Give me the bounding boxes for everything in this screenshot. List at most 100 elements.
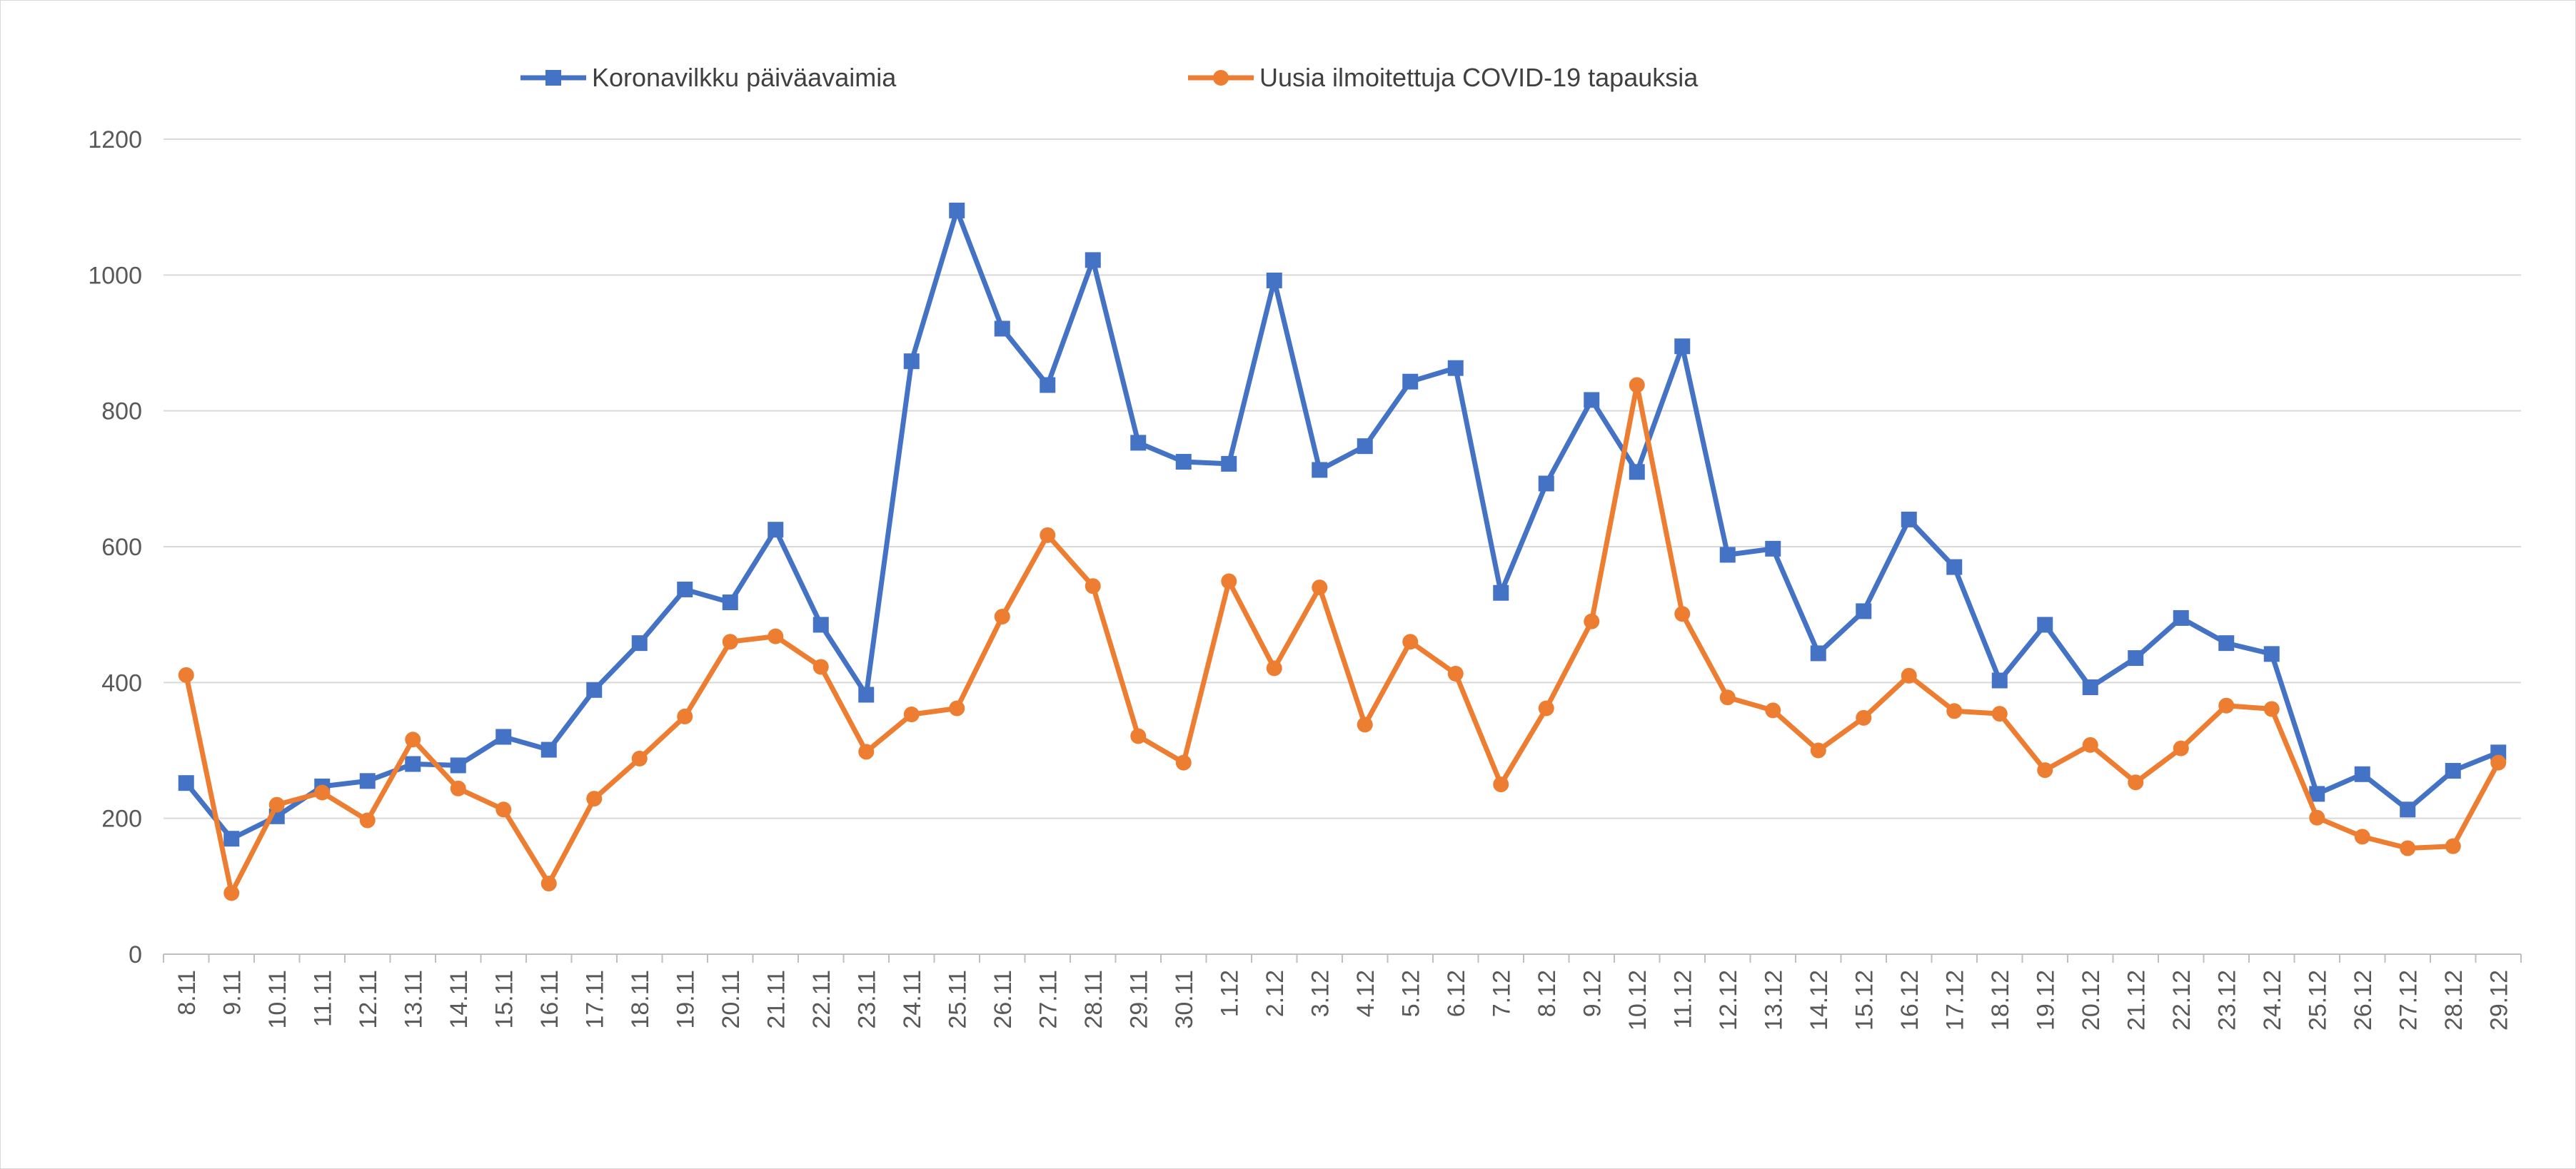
data-point [1765, 540, 1781, 557]
data-point [2082, 737, 2098, 753]
data-point [1221, 573, 1237, 589]
x-tick-label: 22.12 [2168, 970, 2195, 1031]
y-tick-label: 600 [101, 534, 142, 561]
data-point [268, 796, 285, 813]
data-point [1991, 706, 2008, 722]
data-point [949, 700, 965, 717]
data-point [1674, 338, 1691, 355]
x-tick-label: 26.11 [990, 970, 1017, 1029]
data-point [2037, 617, 2053, 633]
y-axis: 0 200 400 600 800 1000 1200 [88, 126, 142, 968]
data-point [903, 353, 920, 370]
data-point [1765, 702, 1781, 719]
x-tick-label: 11.12 [1669, 970, 1696, 1029]
data-point [2218, 697, 2235, 714]
legend-label: Koronavilkku päiväavaimia [592, 63, 897, 92]
data-point [540, 876, 557, 892]
data-point [1901, 667, 1917, 684]
x-tick-label: 18.12 [1987, 970, 2014, 1031]
data-point [1810, 645, 1826, 662]
data-point [903, 707, 920, 723]
x-tick-label: 14.12 [1806, 970, 1833, 1031]
data-point [2309, 786, 2325, 802]
x-tick-label: 8.11 [173, 970, 201, 1016]
legend-item: Uusia ilmoitettuja COVID-19 tapauksia [1188, 63, 1699, 92]
data-point [1538, 700, 1554, 717]
gridlines [163, 138, 2521, 819]
data-point [2309, 809, 2325, 826]
x-tick-label: 27.12 [2395, 970, 2422, 1031]
data-point [1312, 580, 1328, 596]
data-point [1946, 559, 1963, 575]
x-tick-label: 12.11 [355, 970, 382, 1029]
x-tick-label: 20.12 [2078, 970, 2105, 1031]
data-point [223, 831, 240, 847]
data-point [1175, 454, 1192, 470]
x-tick-label: 29.12 [2485, 970, 2512, 1031]
x-tick-label: 15.12 [1851, 970, 1878, 1031]
data-point [1130, 728, 1147, 744]
data-point [1402, 634, 1419, 650]
series-group [178, 202, 2507, 901]
data-point [2128, 650, 2144, 667]
x-tick-label: 17.11 [581, 970, 608, 1029]
data-point [1629, 464, 1645, 480]
data-point [1447, 360, 1464, 376]
data-point [768, 522, 784, 538]
series-1 [178, 202, 2507, 847]
data-point [450, 757, 466, 774]
data-point [1493, 776, 1509, 793]
x-tick-label: 20.11 [718, 970, 745, 1029]
x-tick-label: 23.11 [853, 970, 880, 1029]
x-tick-label: 25.12 [2304, 970, 2331, 1031]
data-point [1357, 438, 1373, 455]
legend-marker [545, 70, 561, 86]
data-point [1856, 603, 1872, 619]
data-point [1266, 272, 1282, 288]
data-point [858, 744, 875, 760]
data-point [1357, 717, 1373, 733]
x-tick-label: 1.12 [1216, 970, 1243, 1017]
data-point [2218, 635, 2235, 652]
data-point [858, 687, 875, 703]
x-tick-label: 24.12 [2259, 970, 2286, 1031]
data-point [1584, 392, 1600, 408]
x-tick-label: 30.11 [1171, 970, 1198, 1029]
data-point [994, 320, 1010, 337]
y-tick-label: 0 [129, 941, 142, 968]
x-tick-label: 3.12 [1307, 970, 1334, 1017]
data-point [2263, 646, 2280, 662]
data-point [1856, 709, 1872, 726]
x-axis: 8.11 9.11 10.11 11.11 12.11 13.11 14.11 15.11 16… [163, 953, 2522, 1031]
data-point [2263, 701, 2280, 717]
data-point [1040, 377, 1056, 393]
data-point [405, 732, 421, 748]
legend: Koronavilkku päiväavaimia Uusia ilmoitett… [520, 63, 1699, 92]
x-tick-label: 12.12 [1715, 970, 1742, 1031]
series-line [183, 383, 2501, 896]
x-tick-label: 13.11 [400, 970, 427, 1029]
data-point [1901, 511, 1917, 527]
data-point [1538, 475, 1554, 492]
x-tick-label: 10.11 [264, 970, 291, 1029]
data-point [994, 609, 1010, 625]
data-point [2490, 754, 2507, 771]
data-point [2082, 679, 2098, 695]
x-tick-label: 9.11 [218, 970, 246, 1016]
x-tick-label: 24.11 [899, 970, 926, 1029]
data-point [540, 742, 557, 758]
data-point [2128, 774, 2144, 791]
data-point [2400, 801, 2416, 818]
data-point [1266, 660, 1282, 677]
y-tick-label: 800 [101, 398, 142, 425]
data-point [631, 635, 648, 652]
data-point [2445, 838, 2461, 854]
data-point [1584, 613, 1600, 629]
legend-label: Uusia ilmoitettuja COVID-19 tapauksia [1259, 63, 1699, 92]
series-line [183, 208, 2501, 841]
data-point [1447, 665, 1464, 682]
data-point [812, 659, 829, 675]
data-point [359, 773, 376, 789]
x-tick-label: 21.11 [763, 970, 790, 1029]
